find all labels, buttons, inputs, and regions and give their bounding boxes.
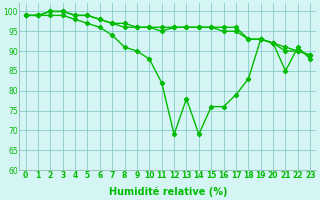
X-axis label: Humidité relative (%): Humidité relative (%) xyxy=(109,186,227,197)
